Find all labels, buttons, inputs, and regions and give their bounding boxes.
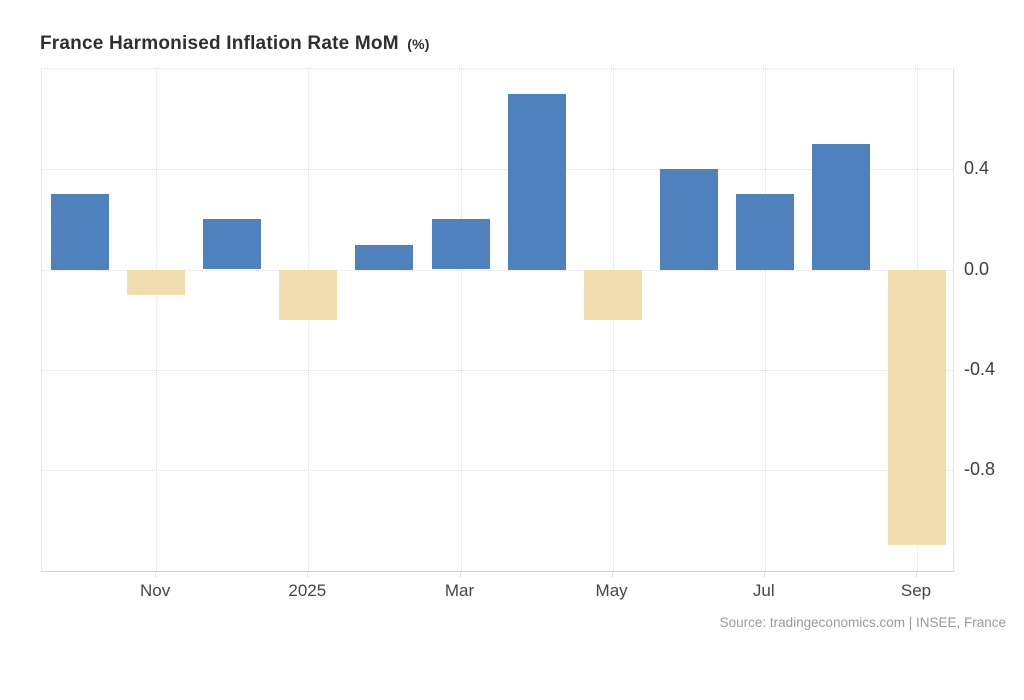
bar-dec-2024[interactable] — [203, 219, 262, 270]
gridline-x-nov — [156, 69, 158, 571]
x-tick-label-may: May — [595, 581, 628, 600]
x-tick-mark-may — [611, 572, 613, 577]
y-tick-label-0-4: 0.4 — [964, 158, 990, 179]
gridline-y-0-4 — [42, 369, 953, 371]
y-tick-label-0-4: -0.4 — [964, 358, 996, 379]
source-caption: Source: tradingeconomics.com | INSEE, Fr… — [719, 615, 1006, 630]
gridline-y-0-4 — [42, 169, 953, 171]
plot-area — [41, 68, 954, 572]
bar-nov-2024[interactable] — [127, 269, 186, 295]
gridline-y-0-8 — [42, 470, 953, 472]
x-tick-mark-jul — [763, 572, 765, 577]
x-tick-mark-sep — [916, 572, 917, 577]
x-tick-mark-nov — [155, 572, 157, 577]
gridline-x-jul — [764, 69, 766, 571]
x-tick-mark-2025 — [307, 572, 309, 577]
bar-jun-2025[interactable] — [659, 169, 718, 270]
bar-apr-2025[interactable] — [507, 94, 566, 270]
bar-mar-2025[interactable] — [431, 219, 490, 270]
chart-title-text: France Harmonised Inflation Rate MoM — [40, 33, 399, 54]
bar-may-2025[interactable] — [583, 269, 642, 320]
y-tick-label-0-8: -0.8 — [964, 459, 996, 480]
gridline-x-mar — [460, 69, 462, 571]
bar-jul-2025[interactable] — [735, 194, 794, 270]
bar-oct-2024[interactable] — [51, 194, 109, 270]
bar-sep-2025[interactable] — [888, 269, 946, 546]
gridline-x-may — [612, 69, 614, 571]
bar-feb-2025[interactable] — [355, 244, 414, 270]
gridline-x-2025 — [308, 69, 310, 571]
x-tick-label-sep: Sep — [900, 581, 932, 600]
x-tick-label-mar: Mar — [444, 581, 475, 600]
bar-aug-2025[interactable] — [811, 144, 870, 270]
x-tick-label-nov: Nov — [139, 581, 171, 600]
bar-jan-2025[interactable] — [279, 269, 338, 320]
x-tick-mark-mar — [459, 572, 461, 577]
gridline-y-0-0 — [42, 269, 953, 271]
x-tick-label-jul: Jul — [752, 581, 775, 600]
chart-title: France Harmonised Inflation Rate MoM (%) — [40, 33, 430, 55]
chart-title-unit: (%) — [407, 36, 430, 52]
y-tick-label-0-0: 0.0 — [964, 258, 990, 279]
x-tick-label-2025: 2025 — [288, 581, 327, 600]
